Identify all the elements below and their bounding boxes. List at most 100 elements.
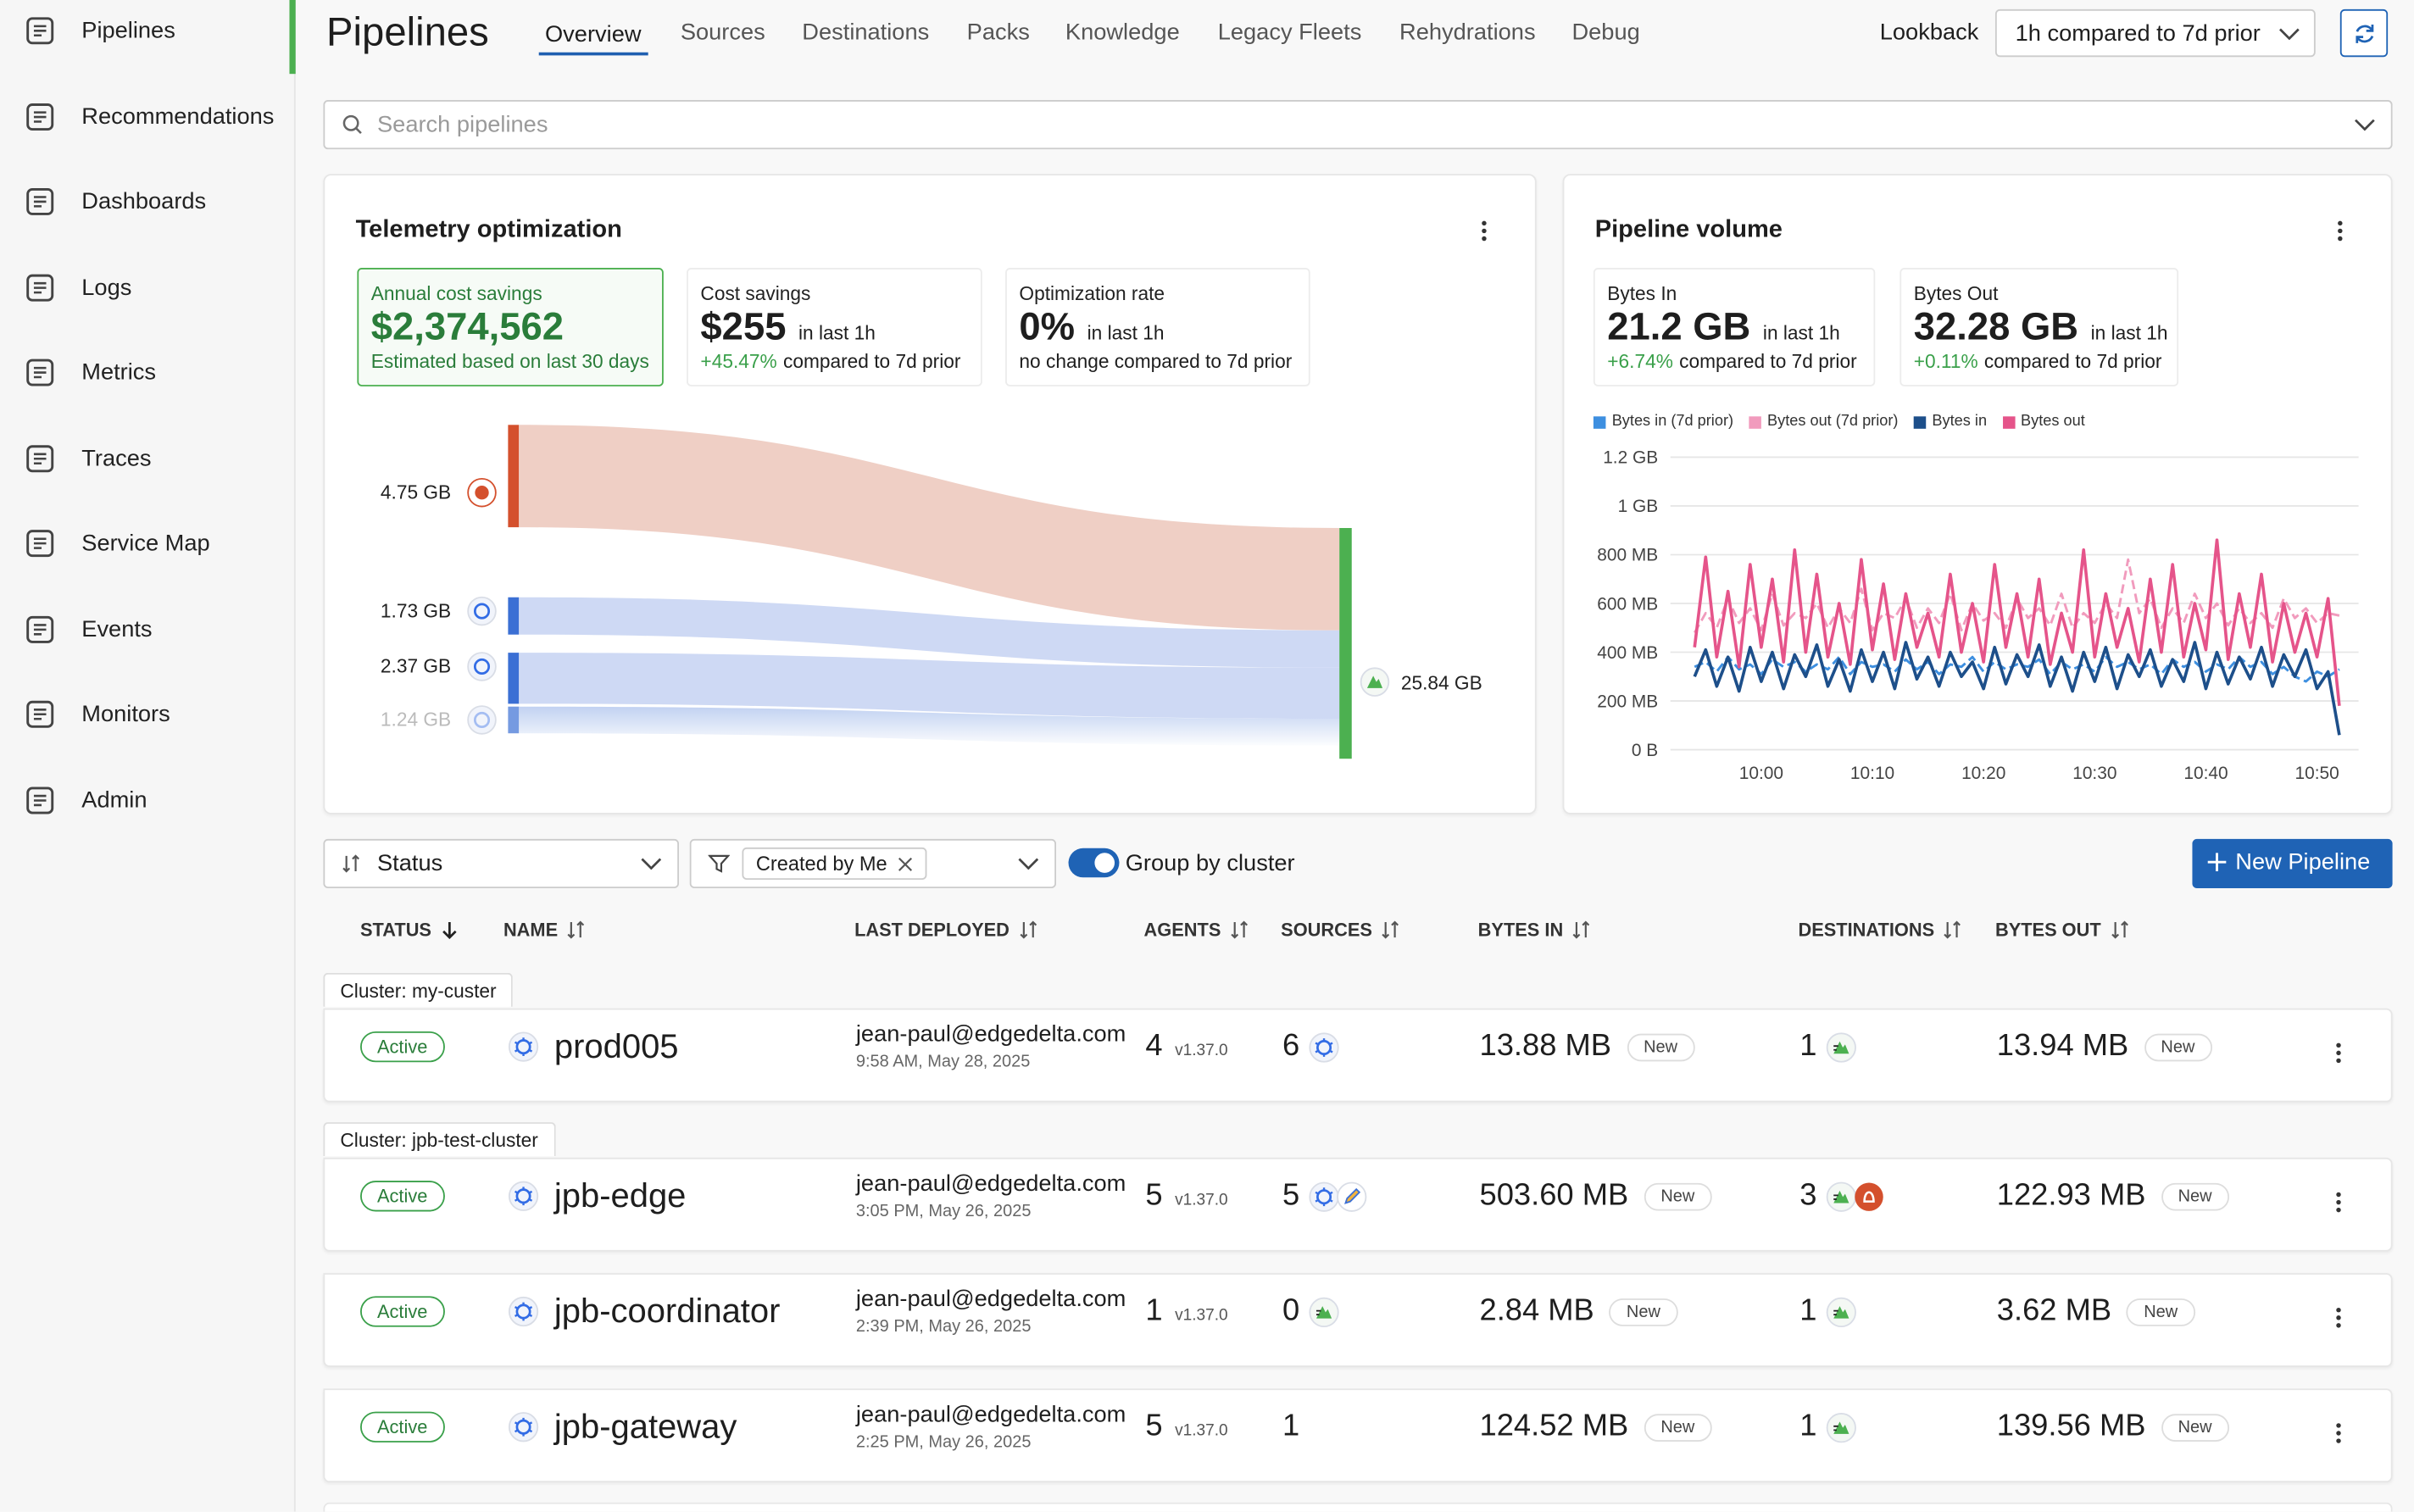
source-count: 0 bbox=[1282, 1293, 1300, 1328]
legend-label: Bytes out bbox=[2021, 413, 2085, 431]
tab[interactable]: Sources bbox=[680, 19, 765, 46]
column-header[interactable]: NAME bbox=[503, 919, 586, 941]
pipeline-row[interactable]: Active jpb-coordinator jean-paul@edgedelta… bbox=[323, 1273, 2393, 1367]
column-title: DESTINATIONS bbox=[1798, 919, 1935, 941]
agent-version: v1.37.0 bbox=[1175, 1306, 1228, 1325]
tab[interactable]: Overview bbox=[538, 15, 648, 56]
column-header[interactable]: SOURCES bbox=[1281, 919, 1399, 941]
icon-part bbox=[33, 110, 47, 122]
destinations: 1 bbox=[1799, 1409, 1857, 1445]
destination-count: 3 bbox=[1799, 1178, 1817, 1213]
deployed-at: 2:25 PM, May 26, 2025 bbox=[855, 1433, 1032, 1452]
deployed-at: 9:58 AM, May 28, 2025 bbox=[855, 1053, 1031, 1072]
nav-icon bbox=[23, 270, 57, 304]
icon-part bbox=[33, 537, 47, 549]
search-placeholder: Search pipelines bbox=[377, 111, 548, 138]
icon-part bbox=[707, 854, 731, 873]
icon-part bbox=[2207, 853, 2227, 872]
icon-part bbox=[26, 700, 54, 728]
icon-part bbox=[33, 25, 47, 37]
row-menu[interactable] bbox=[2335, 1192, 2341, 1213]
nav-item[interactable]: Logs bbox=[81, 274, 132, 301]
tab[interactable]: Knowledge bbox=[1065, 19, 1180, 46]
column-header[interactable]: LAST DEPLOYED bbox=[854, 919, 1037, 941]
nav-item[interactable]: Traces bbox=[81, 444, 152, 471]
sort-indicator bbox=[1019, 920, 1037, 939]
tab[interactable]: Packs bbox=[966, 19, 1030, 46]
icon-part bbox=[33, 196, 47, 208]
icon-part bbox=[1482, 236, 1487, 242]
agent-version: v1.37.0 bbox=[1175, 1421, 1228, 1441]
pipeline-row[interactable]: Active prod005 jean-paul@edgedelta.com 9:58… bbox=[323, 1008, 2393, 1103]
column-header[interactable]: STATUS bbox=[360, 919, 459, 941]
pipeline-row[interactable]: Active jpb-edge jean-paul@edgedelta.com 3:0… bbox=[323, 1157, 2393, 1252]
icon-part bbox=[1018, 858, 1039, 870]
icon-part bbox=[2355, 119, 2375, 131]
destination-icon bbox=[1826, 1181, 1857, 1211]
destination-count: 1 bbox=[1799, 1029, 1817, 1064]
column-header[interactable]: AGENTS bbox=[1144, 919, 1249, 941]
source-count: 6 bbox=[1282, 1029, 1300, 1064]
nav-item[interactable]: Monitors bbox=[81, 701, 170, 728]
deployer: jean-paul@edgedelta.com bbox=[855, 1170, 1126, 1198]
pipeline-row[interactable]: Active jpb-gateway jean-paul@edgedelta.com… bbox=[323, 1388, 2393, 1483]
pipeline-name[interactable]: prod005 bbox=[553, 1026, 679, 1065]
icon-part bbox=[442, 921, 457, 940]
status-pill: Active bbox=[360, 1296, 445, 1327]
icon-part bbox=[1833, 1309, 1838, 1315]
new-pipeline-button[interactable]: New Pipeline bbox=[2192, 838, 2393, 889]
icon-part bbox=[2336, 1199, 2341, 1205]
column-header[interactable]: BYTES IN bbox=[1478, 919, 1591, 941]
nav-item[interactable]: Service Map bbox=[81, 530, 210, 557]
pipeline-name[interactable]: jpb-coordinator bbox=[553, 1291, 781, 1331]
nav-icon bbox=[23, 783, 57, 817]
sort-select[interactable]: Status bbox=[323, 838, 680, 889]
nav-item[interactable]: Recommendations bbox=[81, 103, 275, 130]
lookback-select[interactable]: 1h compared to 7d prior bbox=[1994, 8, 2316, 58]
pipeline-name[interactable]: jpb-edge bbox=[553, 1176, 687, 1215]
source-icon bbox=[1309, 1181, 1339, 1211]
icon-part bbox=[26, 273, 54, 301]
icon-part bbox=[1826, 1031, 1857, 1062]
nav-item[interactable]: Events bbox=[81, 615, 153, 642]
row-menu[interactable] bbox=[2335, 1422, 2341, 1443]
stat-value-row: $2,374,562 bbox=[371, 306, 564, 351]
icon-part bbox=[568, 920, 585, 939]
row-menu[interactable] bbox=[2335, 1307, 2341, 1328]
nav-item[interactable]: Metrics bbox=[81, 359, 157, 386]
stat-change: +45.47% bbox=[700, 351, 777, 373]
icon-part bbox=[2279, 28, 2300, 41]
icon-part bbox=[1482, 220, 1487, 242]
icon-part bbox=[26, 17, 54, 45]
nav-item[interactable]: Dashboards bbox=[81, 188, 207, 215]
card: Pipeline volume Bytes In 21.2 GB in last 1h… bbox=[1562, 174, 2393, 814]
pipeline-name[interactable]: jpb-gateway bbox=[553, 1407, 737, 1446]
tab[interactable]: Debug bbox=[1571, 19, 1640, 46]
nav-item[interactable]: Admin bbox=[81, 787, 147, 814]
sources: 6 bbox=[1282, 1029, 1339, 1065]
column-header[interactable]: BYTES OUT bbox=[1995, 919, 2128, 941]
bytes-out: 122.93 MB New bbox=[1997, 1178, 2229, 1214]
filter-select[interactable]: Created by Me bbox=[689, 838, 1057, 889]
filter-chip[interactable]: Created by Me bbox=[742, 847, 927, 881]
icon-part bbox=[26, 786, 54, 814]
icon-part bbox=[1344, 1187, 1361, 1203]
icon-part bbox=[515, 1304, 531, 1320]
icon-part bbox=[641, 858, 662, 870]
legend-item: Bytes in bbox=[1913, 414, 1987, 431]
nav-icon bbox=[23, 526, 57, 560]
search-box[interactable]: Search pipelines bbox=[323, 100, 2393, 150]
kebab-menu[interactable] bbox=[2337, 220, 2343, 242]
tab[interactable]: Legacy Fleets bbox=[1217, 19, 1362, 46]
tab[interactable]: Destinations bbox=[802, 19, 930, 46]
tab[interactable]: Rehydrations bbox=[1399, 19, 1536, 46]
row-menu[interactable] bbox=[2335, 1042, 2341, 1064]
nav-item[interactable]: Pipelines bbox=[81, 17, 175, 44]
chip-remove[interactable] bbox=[898, 856, 913, 871]
kebab-menu[interactable] bbox=[1481, 220, 1487, 242]
refresh-button[interactable] bbox=[2339, 8, 2389, 58]
page-title: Pipelines bbox=[326, 8, 489, 55]
icon-part bbox=[1573, 920, 1590, 939]
column-header[interactable]: DESTINATIONS bbox=[1798, 919, 1961, 941]
